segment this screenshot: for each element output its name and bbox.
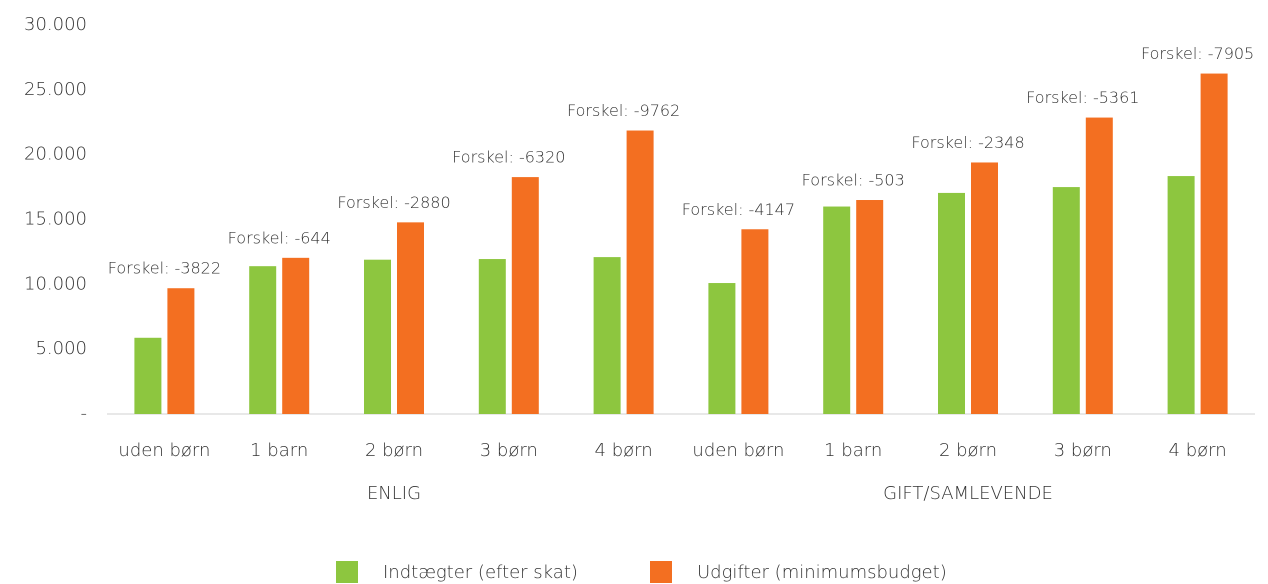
x-tick-label: 4 børn: [1169, 440, 1227, 461]
bar: [397, 222, 424, 414]
bar: [1085, 117, 1113, 414]
bar: [1052, 187, 1080, 414]
bar: [971, 162, 998, 414]
legend-label: Indtægter (efter skat): [383, 562, 578, 583]
group-label: ENLIG: [367, 483, 421, 504]
legend-label: Udgifter (minimumsbudget): [697, 562, 947, 583]
bar: [282, 257, 310, 414]
legend-swatch: [336, 561, 358, 583]
x-tick-label: 4 børn: [595, 440, 653, 461]
y-tick-label: -: [81, 403, 88, 424]
x-tick-label: 3 børn: [1054, 440, 1112, 461]
bar: [511, 177, 539, 414]
annotation: Forskel: -4147: [682, 200, 795, 219]
annotation: Forskel: -7905: [1141, 44, 1254, 63]
x-tick-label: 1 barn: [824, 440, 882, 461]
annotation: Forskel: -503: [802, 171, 905, 190]
legend-swatch: [650, 561, 672, 583]
annotation: Forskel: -6320: [452, 148, 565, 167]
annotation: Forskel: -644: [228, 228, 331, 247]
bar: [1167, 176, 1195, 414]
bar: [167, 288, 195, 414]
bar: [478, 259, 506, 414]
y-tick-label: 30.000: [24, 14, 87, 35]
y-tick-label: 15.000: [24, 209, 87, 230]
annotation: Forskel: -3822: [108, 259, 221, 278]
x-tick-label: uden børn: [118, 440, 210, 461]
x-tick-label: 2 børn: [939, 440, 997, 461]
x-tick-label: 1 barn: [250, 440, 308, 461]
y-tick-label: 10.000: [24, 273, 87, 294]
bar: [593, 257, 621, 414]
annotation: Forskel: -2348: [911, 133, 1024, 152]
bar: [741, 229, 769, 414]
bar: [856, 200, 884, 414]
y-tick-label: 5.000: [35, 338, 87, 359]
group-label: GIFT/SAMLEVENDE: [883, 483, 1053, 504]
annotation: Forskel: -2880: [337, 193, 450, 212]
annotation: Forskel: -9762: [567, 101, 680, 120]
bar: [364, 259, 391, 414]
bar: [708, 283, 736, 414]
y-tick-label: 20.000: [24, 144, 87, 165]
y-tick-label: 25.000: [24, 79, 87, 100]
x-tick-label: 2 børn: [365, 440, 423, 461]
bar: [626, 130, 654, 414]
bar: [134, 337, 162, 414]
bar: [823, 206, 851, 414]
bar: [938, 192, 965, 414]
bar: [1200, 73, 1228, 414]
bar: [249, 266, 277, 414]
x-tick-label: 3 børn: [480, 440, 538, 461]
x-tick-label: uden børn: [692, 440, 784, 461]
annotation: Forskel: -5361: [1026, 88, 1139, 107]
